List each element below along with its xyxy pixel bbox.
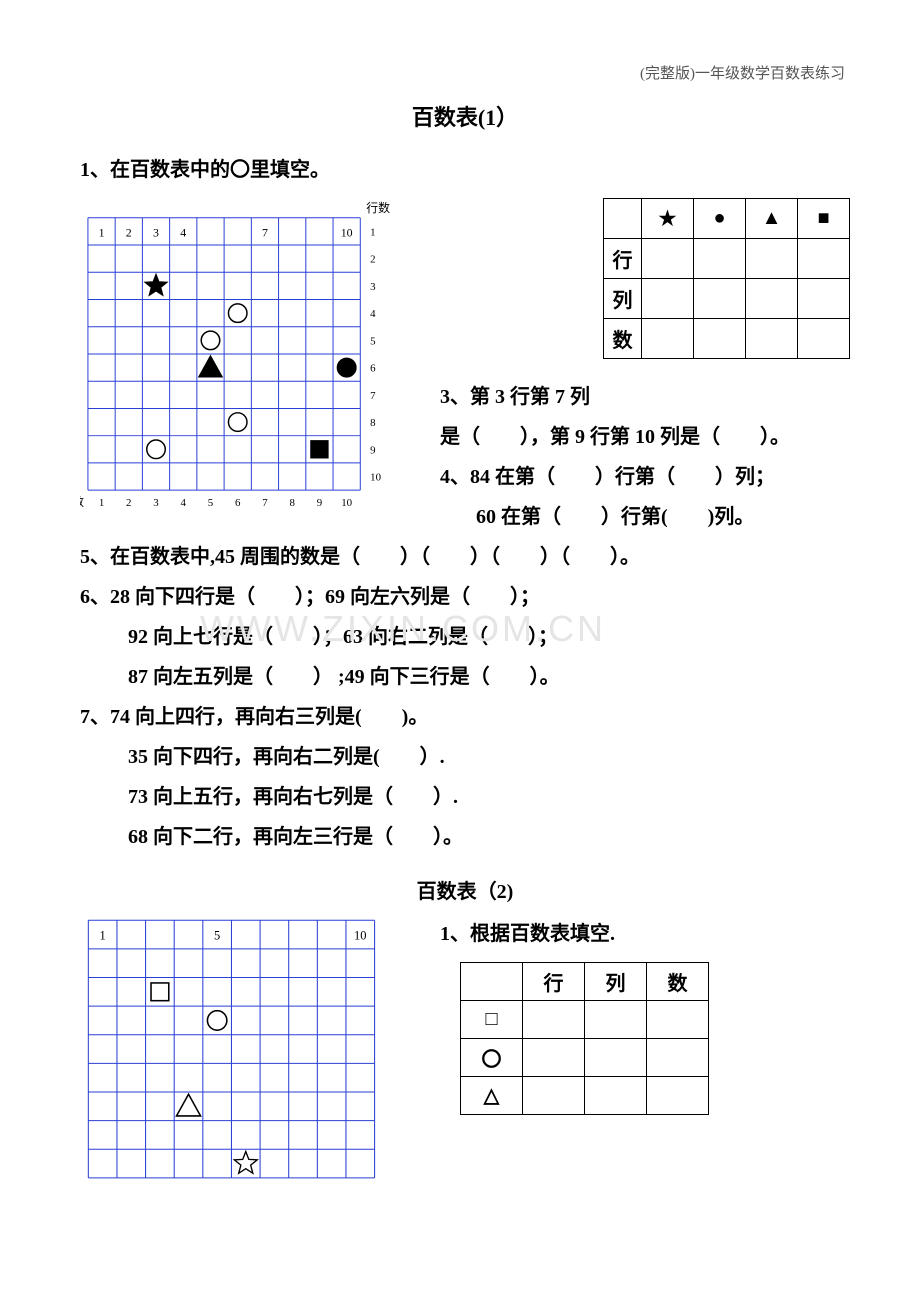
svg-text:2: 2 xyxy=(370,254,375,266)
svg-text:4: 4 xyxy=(180,225,186,239)
ans2-col-label: 列 xyxy=(585,963,647,1001)
q2-1: 1、根据百数表填空. xyxy=(440,914,850,954)
ans2-square-icon: □ xyxy=(461,1001,523,1039)
ans2-triangle-icon: △ xyxy=(461,1077,523,1115)
chart2-container: 1510 xyxy=(80,914,410,1191)
svg-text:7: 7 xyxy=(370,390,376,402)
q4a: 4、84 在第（ ）行第（ ）列； xyxy=(440,457,850,497)
q6a: 6、28 向下四行是（ ）；69 向左六列是（ ）； xyxy=(80,577,850,617)
hundred-chart-1: 1 2 3 4 7 10 1 2 3 4 5 6 7 8 9 10 行数 1 2 3 4 5 6 7 8 9 10 列数 xyxy=(80,198,390,518)
svg-text:9: 9 xyxy=(370,444,375,456)
chart1-container: 1 2 3 4 7 10 1 2 3 4 5 6 7 8 9 10 行数 1 2 3 4 5 6 7 8 9 10 列数 xyxy=(80,198,410,537)
ans2-blank xyxy=(461,963,523,1001)
svg-text:6: 6 xyxy=(235,497,241,509)
q7a: 7、74 向上四行，再向右三列是( )。 xyxy=(80,697,850,737)
svg-text:7: 7 xyxy=(262,497,268,509)
svg-text:10: 10 xyxy=(370,472,381,484)
svg-text:1: 1 xyxy=(370,227,375,239)
q5: 5、在百数表中,45 周围的数是（ ）（ ）（ ）（ ）。 xyxy=(80,537,850,577)
svg-text:3: 3 xyxy=(153,225,159,239)
svg-text:行数: 行数 xyxy=(366,201,390,215)
svg-text:9: 9 xyxy=(317,497,322,509)
svg-text:10: 10 xyxy=(341,497,352,509)
q4b: 60 在第（ ）行第( )列。 xyxy=(476,497,850,537)
answer-table-1: ★ ● ▲ ■ 行 列 数 xyxy=(603,198,850,359)
q3a: 3、第 3 行第 7 列 xyxy=(440,377,850,417)
svg-text:8: 8 xyxy=(370,417,376,429)
q3b: 是（ ），第 9 行第 10 列是（ ）。 xyxy=(440,417,850,457)
ans1-num-label: 数 xyxy=(604,319,642,359)
svg-text:5: 5 xyxy=(208,497,214,509)
ans1-star-icon: ★ xyxy=(642,199,694,239)
svg-text:1: 1 xyxy=(100,929,106,943)
svg-text:3: 3 xyxy=(370,281,376,293)
answer-table-2: 行 列 数 □ 〇 △ xyxy=(460,962,709,1115)
svg-text:2: 2 xyxy=(126,225,132,239)
ans1-blank xyxy=(604,199,642,239)
q7c: 73 向上五行，再向右七列是（ ）. xyxy=(128,777,850,817)
ans2-circle-icon: 〇 xyxy=(461,1039,523,1077)
svg-text:3: 3 xyxy=(153,497,159,509)
svg-text:1: 1 xyxy=(99,497,104,509)
svg-text:4: 4 xyxy=(370,308,376,320)
title-2: 百数表（2) xyxy=(80,875,850,904)
q6c: 87 向左五列是（ ） ;49 向下三行是（ ）。 xyxy=(128,657,850,697)
ans1-circle-icon: ● xyxy=(694,199,746,239)
q1: 1、在百数表中的〇里填空。 xyxy=(80,150,850,190)
q6b: 92 向上七行是（ ）；63 向右二列是（ ）； xyxy=(128,617,850,657)
ans2-row-label: 行 xyxy=(523,963,585,1001)
svg-text:4: 4 xyxy=(181,497,187,509)
title-1: 百数表(1） xyxy=(80,100,850,132)
header-note: (完整版)一年级数学百数表练习 xyxy=(640,62,845,83)
svg-text:1: 1 xyxy=(99,225,105,239)
ans1-col-label: 列 xyxy=(604,279,642,319)
svg-text:5: 5 xyxy=(370,335,376,347)
svg-text:10: 10 xyxy=(341,225,353,239)
svg-text:5: 5 xyxy=(214,929,220,943)
svg-text:2: 2 xyxy=(126,497,131,509)
ans2-num-label: 数 xyxy=(647,963,709,1001)
svg-text:列数: 列数 xyxy=(80,495,84,509)
q7d: 68 向下二行，再向左三行是（ ）。 xyxy=(128,817,850,857)
hundred-chart-2: 1510 xyxy=(80,914,385,1186)
svg-text:8: 8 xyxy=(289,497,295,509)
svg-text:7: 7 xyxy=(262,225,268,239)
ans1-triangle-icon: ▲ xyxy=(746,199,798,239)
ans1-square-icon: ■ xyxy=(798,199,850,239)
svg-text:6: 6 xyxy=(370,363,376,375)
ans1-row-label: 行 xyxy=(604,239,642,279)
svg-text:10: 10 xyxy=(354,929,366,943)
q7b: 35 向下四行，再向右二列是( ）. xyxy=(128,737,850,777)
